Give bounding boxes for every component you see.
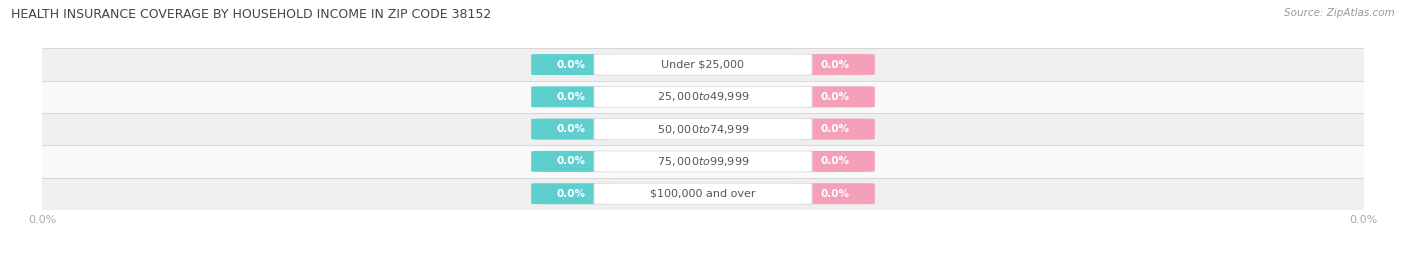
Text: 0.0%: 0.0% (557, 92, 585, 102)
Text: Under $25,000: Under $25,000 (661, 59, 745, 70)
FancyBboxPatch shape (531, 86, 610, 107)
Text: 0.0%: 0.0% (821, 92, 849, 102)
Text: $75,000 to $99,999: $75,000 to $99,999 (657, 155, 749, 168)
FancyBboxPatch shape (531, 54, 610, 75)
Text: $50,000 to $74,999: $50,000 to $74,999 (657, 123, 749, 136)
Text: 0.0%: 0.0% (557, 189, 585, 199)
Text: 0.0%: 0.0% (557, 124, 585, 134)
FancyBboxPatch shape (531, 151, 610, 172)
FancyBboxPatch shape (593, 183, 813, 204)
Text: 0.0%: 0.0% (821, 59, 849, 70)
FancyBboxPatch shape (593, 86, 813, 107)
Bar (42, 81, 1364, 113)
FancyBboxPatch shape (593, 151, 813, 172)
Text: 0.0%: 0.0% (821, 156, 849, 167)
Text: 0.0%: 0.0% (821, 189, 849, 199)
Text: 0.0%: 0.0% (557, 156, 585, 167)
FancyBboxPatch shape (796, 183, 875, 204)
Bar (42, 145, 1364, 178)
Bar (42, 48, 1364, 81)
Text: Source: ZipAtlas.com: Source: ZipAtlas.com (1284, 8, 1395, 18)
FancyBboxPatch shape (531, 183, 610, 204)
FancyBboxPatch shape (593, 119, 813, 140)
FancyBboxPatch shape (593, 54, 813, 75)
FancyBboxPatch shape (796, 119, 875, 140)
Text: 0.0%: 0.0% (821, 124, 849, 134)
FancyBboxPatch shape (531, 119, 610, 140)
FancyBboxPatch shape (796, 86, 875, 107)
Text: $100,000 and over: $100,000 and over (650, 189, 756, 199)
Text: $25,000 to $49,999: $25,000 to $49,999 (657, 90, 749, 103)
Text: HEALTH INSURANCE COVERAGE BY HOUSEHOLD INCOME IN ZIP CODE 38152: HEALTH INSURANCE COVERAGE BY HOUSEHOLD I… (11, 8, 492, 21)
FancyBboxPatch shape (796, 151, 875, 172)
Bar (42, 113, 1364, 145)
Bar (42, 178, 1364, 210)
Text: 0.0%: 0.0% (557, 59, 585, 70)
FancyBboxPatch shape (796, 54, 875, 75)
